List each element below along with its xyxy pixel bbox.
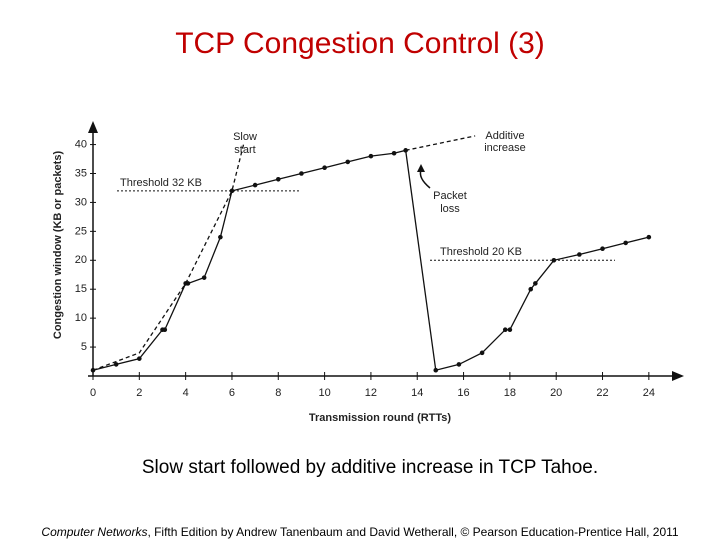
point xyxy=(623,240,628,246)
x-axis-label: Transmission round (RTTs) xyxy=(309,412,452,424)
point xyxy=(528,286,534,292)
point xyxy=(391,150,397,156)
point xyxy=(252,182,258,188)
x-tick-label: 18 xyxy=(504,387,516,399)
point xyxy=(600,246,605,252)
point xyxy=(502,327,508,333)
threshold-label: Threshold 20 KB xyxy=(440,246,522,258)
dashed-line xyxy=(92,135,476,371)
y-tick-label: 20 xyxy=(75,254,87,266)
slide-title: TCP Congestion Control (3) xyxy=(175,27,545,60)
point xyxy=(113,362,119,367)
annotation: increase xyxy=(484,142,526,154)
x-tick-label: 6 xyxy=(229,387,235,399)
point xyxy=(533,281,538,286)
annotation: loss xyxy=(440,203,460,215)
x-tick-label: 20 xyxy=(550,387,562,399)
point xyxy=(479,350,485,356)
footer-italic: Computer Networks xyxy=(41,525,147,539)
y-arrow xyxy=(88,121,98,133)
annotation: Packet xyxy=(433,190,467,202)
point xyxy=(322,165,327,171)
x-tick-label: 4 xyxy=(183,387,189,399)
x-tick-label: 0 xyxy=(90,387,96,399)
y-tick-label: 25 xyxy=(75,225,87,237)
loss-arrow xyxy=(419,169,431,189)
point xyxy=(201,275,207,280)
annotation: Slow xyxy=(233,131,257,143)
x-arrow xyxy=(672,371,684,381)
footer: Computer Networks, Fifth Edition by Andr… xyxy=(41,525,678,539)
point xyxy=(275,176,281,182)
annotation: start xyxy=(234,144,255,156)
point xyxy=(577,252,582,257)
y-axis-label: Congestion window (KB or packets) xyxy=(52,151,64,340)
point xyxy=(646,234,652,240)
point xyxy=(345,159,351,165)
threshold-label: Threshold 32 KB xyxy=(120,177,202,189)
x-tick-label: 22 xyxy=(596,387,608,399)
footer-rest: , Fifth Edition by Andrew Tanenbaum and … xyxy=(147,525,678,539)
y-tick-label: 30 xyxy=(75,196,87,208)
x-tick-label: 14 xyxy=(411,387,423,399)
point xyxy=(137,356,142,361)
x-tick-label: 10 xyxy=(318,387,330,399)
x-tick-label: 12 xyxy=(365,387,377,399)
y-tick-label: 5 xyxy=(81,341,87,353)
point xyxy=(368,153,374,159)
y-tick-label: 10 xyxy=(75,312,87,324)
caption: Slow start followed by additive increase… xyxy=(142,457,598,478)
y-tick-label: 40 xyxy=(75,138,87,150)
point xyxy=(551,257,557,263)
annotation: Additive xyxy=(485,130,524,142)
point xyxy=(299,171,304,176)
x-tick-label: 24 xyxy=(643,387,655,399)
point xyxy=(507,327,513,333)
point xyxy=(433,367,439,373)
cwnd-line xyxy=(92,149,649,372)
point xyxy=(456,362,462,367)
y-tick-label: 35 xyxy=(75,167,87,179)
x-tick-label: 2 xyxy=(136,387,142,399)
point xyxy=(218,234,223,240)
point xyxy=(162,327,168,333)
loss-arrowhead xyxy=(417,164,425,172)
x-tick-label: 8 xyxy=(275,387,281,399)
y-tick-label: 15 xyxy=(75,283,87,295)
x-tick-label: 16 xyxy=(457,387,469,399)
